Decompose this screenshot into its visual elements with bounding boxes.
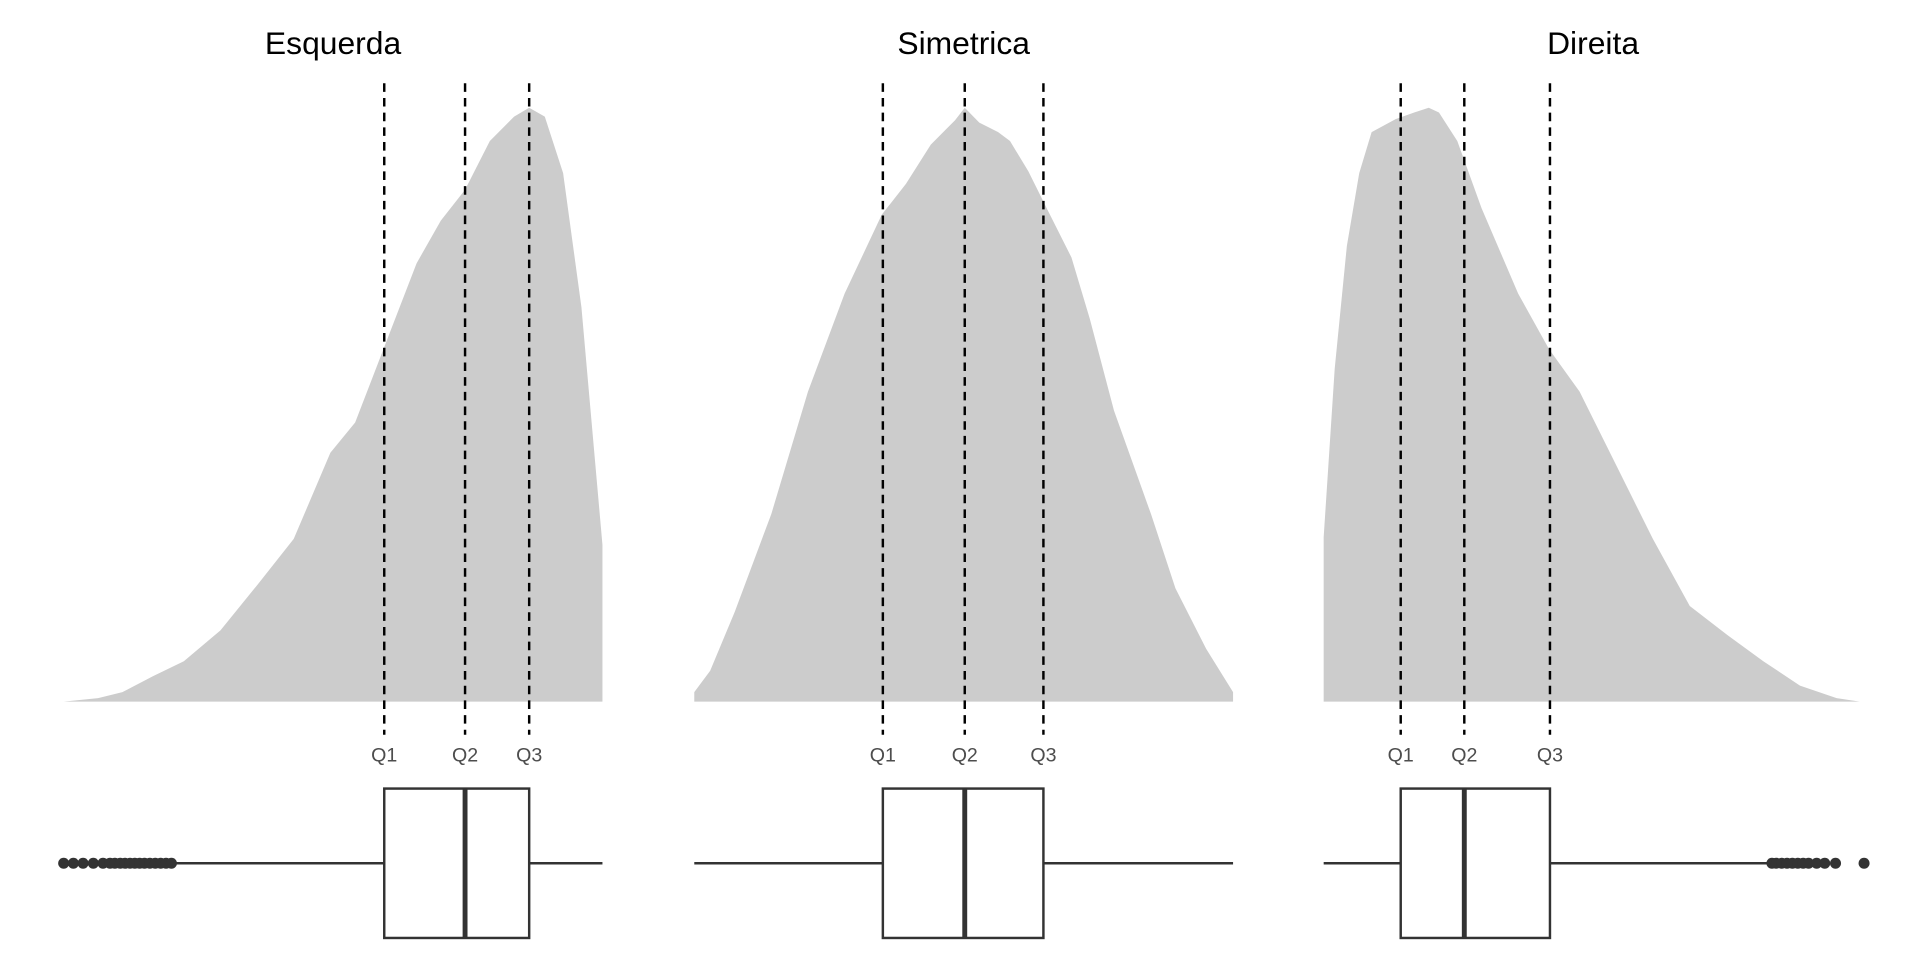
box <box>1399 787 1552 940</box>
quartile-label-q1: Q1 <box>371 745 397 767</box>
quartile-label-q3: Q3 <box>1537 745 1563 767</box>
outlier-point <box>67 857 79 869</box>
quartile-label-q2: Q2 <box>452 745 478 767</box>
panel-title: Esquerda <box>265 25 402 61</box>
density-area <box>63 107 603 702</box>
box <box>383 787 531 940</box>
quartile-label-q3: Q3 <box>1030 745 1056 767</box>
panel-esquerda: Esquerda Q1 Q2 Q3 <box>58 25 603 940</box>
quartile-label-q3: Q3 <box>516 745 542 767</box>
quartile-label-q2: Q2 <box>1451 745 1477 767</box>
quartile-label-q1: Q1 <box>1388 745 1414 767</box>
panel-direita: Direita Q1 Q2 Q3 <box>1323 25 1870 940</box>
quartile-label-q2: Q2 <box>952 745 978 767</box>
outlier-point <box>1858 857 1870 869</box>
density-area <box>694 107 1234 702</box>
outlier-point <box>1819 857 1831 869</box>
outlier-point <box>87 857 99 869</box>
outlier-point <box>1811 857 1823 869</box>
outlier-point <box>1830 857 1842 869</box>
outlier-point <box>1803 857 1815 869</box>
outlier-point <box>165 857 177 869</box>
panel-title: Simetrica <box>897 25 1030 61</box>
quartile-label-q1: Q1 <box>870 745 896 767</box>
outlier-point <box>58 857 70 869</box>
panel-title: Direita <box>1547 25 1639 61</box>
panel-simetrica: Simetrica Q1 Q2 Q3 <box>694 25 1234 940</box>
outlier-point <box>77 857 89 869</box>
density-area <box>1323 107 1860 702</box>
